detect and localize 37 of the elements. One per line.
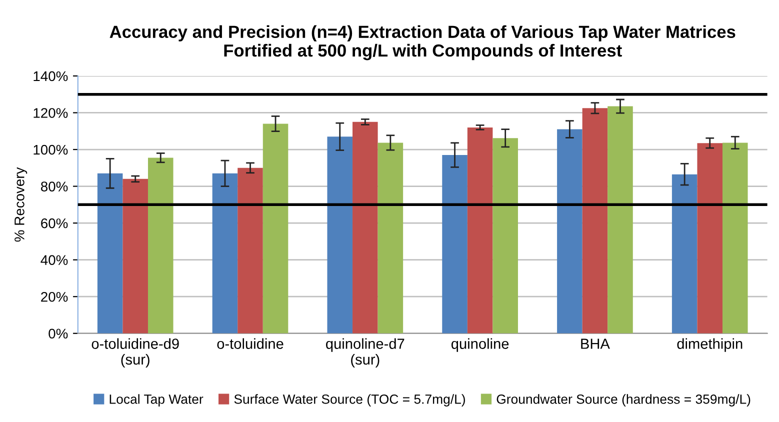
y-tick-label: 40% [40, 255, 68, 265]
legend-label: Surface Water Source (TOC = 5.7mg/L) [234, 394, 465, 406]
bar [608, 106, 633, 334]
y-tick-label: 140% [34, 71, 68, 82]
bar [582, 108, 608, 334]
x-tick-label: quinoline [451, 338, 509, 352]
bar [722, 142, 748, 334]
x-tick-label: dimethipin [677, 338, 742, 352]
y-tick-label: 0% [48, 328, 68, 339]
x-tick-label: o-toluidine-d9 (sur) [92, 338, 179, 368]
bar [492, 138, 518, 334]
y-tick-label: 80% [40, 182, 68, 192]
y-tick-label: 120% [34, 108, 68, 118]
bar [122, 178, 148, 334]
y-tick-label: 20% [41, 292, 68, 302]
bar [557, 129, 582, 334]
bar [672, 174, 698, 334]
bar [467, 127, 493, 334]
bar [97, 173, 123, 334]
bar [378, 142, 404, 334]
y-tick-label: 60% [41, 218, 68, 228]
legend-label: Local Tap Water [110, 394, 204, 406]
bar [212, 173, 238, 334]
x-tick-label: quinoline-d7 (sur) [326, 338, 404, 368]
legend-label: Groundwater Source (hardness = 359mg/L) [496, 394, 750, 406]
x-tick-label: BHA [581, 338, 610, 349]
bar [352, 122, 378, 334]
y-axis-title: % Recovery [14, 167, 28, 242]
bar [238, 168, 263, 334]
y-tick-label: 100% [34, 144, 68, 155]
chart-title: Accuracy and Precision (n=4) Extraction Data of Various Tap Water Matrices Fortified at 500 ng/L with Compounds of Interest [110, 25, 736, 60]
bar [262, 124, 288, 334]
bar [327, 136, 353, 334]
bar [148, 158, 174, 334]
bar [442, 155, 468, 334]
bar [697, 143, 723, 334]
x-tick-label: o-toluidine [217, 338, 284, 349]
